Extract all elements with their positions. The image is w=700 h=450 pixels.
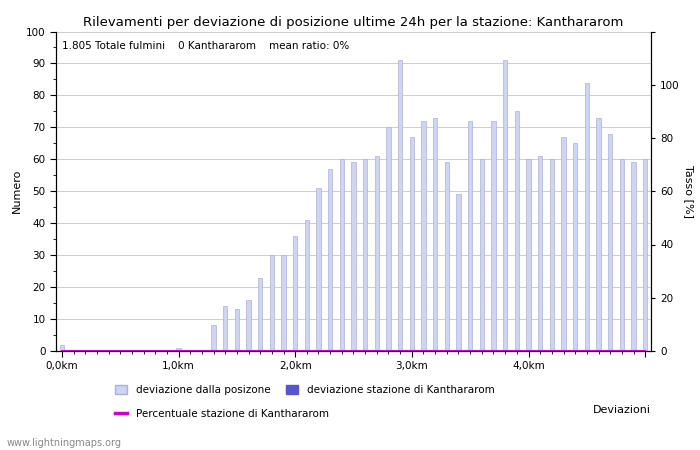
Bar (456, 194, 461, 351)
Bar (258, 278, 262, 351)
Bar (234, 310, 239, 351)
Bar (374, 156, 379, 351)
Bar (526, 159, 531, 351)
Bar (503, 60, 507, 351)
Bar (561, 137, 566, 351)
Bar (316, 188, 321, 351)
Bar (176, 348, 181, 351)
Bar (421, 121, 426, 351)
Bar (386, 127, 391, 351)
Bar (410, 137, 414, 351)
Text: Deviazioni: Deviazioni (593, 405, 651, 415)
Bar (363, 159, 368, 351)
Bar (211, 325, 216, 351)
Bar (398, 60, 402, 351)
Bar (246, 300, 251, 351)
Bar (538, 156, 543, 351)
Bar (480, 159, 484, 351)
Bar (304, 220, 309, 351)
Bar (596, 118, 601, 351)
Bar (573, 143, 578, 351)
Bar (293, 236, 298, 351)
Title: Rilevamenti per deviazione di posizione ultime 24h per la stazione: Kanthararom: Rilevamenti per deviazione di posizione … (83, 16, 624, 29)
Y-axis label: Tasso [%]: Tasso [%] (684, 165, 694, 218)
Bar (620, 159, 624, 351)
Bar (223, 306, 228, 351)
Bar (60, 345, 64, 351)
Bar (491, 121, 496, 351)
Bar (468, 121, 472, 351)
Bar (351, 162, 356, 351)
Bar (631, 162, 636, 351)
Bar (550, 159, 554, 351)
Text: 1.805 Totale fulmini    0 Kanthararom    mean ratio: 0%: 1.805 Totale fulmini 0 Kanthararom mean … (62, 41, 349, 51)
Bar (340, 159, 344, 351)
Bar (328, 169, 332, 351)
Bar (643, 159, 648, 351)
Bar (584, 83, 589, 351)
Text: www.lightningmaps.org: www.lightningmaps.org (7, 438, 122, 448)
Bar (281, 255, 286, 351)
Bar (444, 162, 449, 351)
Bar (608, 134, 612, 351)
Bar (514, 112, 519, 351)
Legend: Percentuale stazione di Kanthararom: Percentuale stazione di Kanthararom (115, 409, 328, 419)
Bar (270, 255, 274, 351)
Bar (433, 118, 438, 351)
Y-axis label: Numero: Numero (12, 169, 22, 213)
